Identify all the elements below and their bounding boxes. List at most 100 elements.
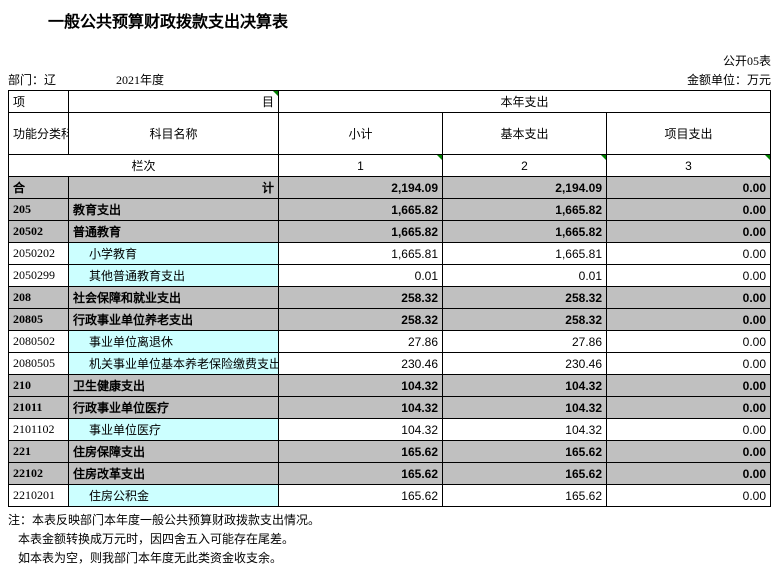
row-subtotal: 258.32 xyxy=(279,309,443,331)
table-row: 2050299其他普通教育支出0.010.010.00 xyxy=(9,265,771,287)
budget-table: 项 目 本年支出 功能分类科目编码 科目名称 小计 基本支出 项目支出 栏次 1… xyxy=(8,90,771,507)
table-row: 210卫生健康支出104.32104.320.00 xyxy=(9,375,771,397)
table-row: 221住房保障支出165.62165.620.00 xyxy=(9,441,771,463)
row-code: 20502 xyxy=(9,221,69,243)
row-subtotal: 104.32 xyxy=(279,375,443,397)
table-row: 22102住房改革支出165.62165.620.00 xyxy=(9,463,771,485)
header-row-3: 栏次 1 2 3 xyxy=(9,155,771,177)
dept-year: 部门：辽 2021年度 xyxy=(8,71,164,88)
table-row: 21011行政事业单位医疗104.32104.320.00 xyxy=(9,397,771,419)
row-code: 20805 xyxy=(9,309,69,331)
row-code: 2210201 xyxy=(9,485,69,507)
row-subtotal: 230.46 xyxy=(279,353,443,375)
row-subtotal: 165.62 xyxy=(279,485,443,507)
row-basic: 230.46 xyxy=(443,353,607,375)
row-subtotal: 1,665.82 xyxy=(279,199,443,221)
year-label: 2021年度 xyxy=(116,73,164,87)
note-2: 本表金额转换成万元时，因四舍五入可能存在尾差。 xyxy=(18,530,771,549)
table-row: 208社会保障和就业支出258.32258.320.00 xyxy=(9,287,771,309)
row-name: 其他普通教育支出 xyxy=(69,265,279,287)
row-project: 0.00 xyxy=(607,199,771,221)
row-project: 0.00 xyxy=(607,265,771,287)
row-name: 住房改革支出 xyxy=(69,463,279,485)
row-code: 2101102 xyxy=(9,419,69,441)
row-code: 22102 xyxy=(9,463,69,485)
total-row: 合 计 2,194.09 2,194.09 0.00 xyxy=(9,177,771,199)
row-basic: 1,665.81 xyxy=(443,243,607,265)
row-subtotal: 1,665.82 xyxy=(279,221,443,243)
row-basic: 0.01 xyxy=(443,265,607,287)
row-subtotal: 258.32 xyxy=(279,287,443,309)
table-body: 合 计 2,194.09 2,194.09 0.00 205教育支出1,665.… xyxy=(9,177,771,507)
row-subtotal: 104.32 xyxy=(279,419,443,441)
row-basic: 258.32 xyxy=(443,287,607,309)
row-project: 0.00 xyxy=(607,463,771,485)
form-code: 公开05表 xyxy=(723,52,771,69)
table-row: 2101102事业单位医疗104.32104.320.00 xyxy=(9,419,771,441)
row-project: 0.00 xyxy=(607,243,771,265)
table-row: 2210201住房公积金165.62165.620.00 xyxy=(9,485,771,507)
row-project: 0.00 xyxy=(607,331,771,353)
table-row: 2080505机关事业单位基本养老保险缴费支出230.46230.460.00 xyxy=(9,353,771,375)
total-right: 计 xyxy=(69,177,279,199)
row-name: 卫生健康支出 xyxy=(69,375,279,397)
row-project: 0.00 xyxy=(607,375,771,397)
row-subtotal: 0.01 xyxy=(279,265,443,287)
row-name: 住房保障支出 xyxy=(69,441,279,463)
row-project: 0.00 xyxy=(607,441,771,463)
row-basic: 165.62 xyxy=(443,463,607,485)
row-code: 210 xyxy=(9,375,69,397)
row-code: 2050202 xyxy=(9,243,69,265)
row-project: 0.00 xyxy=(607,419,771,441)
row-name: 教育支出 xyxy=(69,199,279,221)
row-project: 0.00 xyxy=(607,309,771,331)
row-code: 2080505 xyxy=(9,353,69,375)
table-row: 20502普通教育1,665.821,665.820.00 xyxy=(9,221,771,243)
table-row: 20805行政事业单位养老支出258.32258.320.00 xyxy=(9,309,771,331)
total-project: 0.00 xyxy=(607,177,771,199)
note-1: 注：本表反映部门本年度一般公共预算财政拨款支出情况。 xyxy=(8,511,771,530)
h-subtotal: 小计 xyxy=(279,113,443,155)
h-this-year: 本年支出 xyxy=(279,91,771,113)
total-subtotal: 2,194.09 xyxy=(279,177,443,199)
header-row-2: 功能分类科目编码 科目名称 小计 基本支出 项目支出 xyxy=(9,113,771,155)
row-project: 0.00 xyxy=(607,221,771,243)
table-row: 205教育支出1,665.821,665.820.00 xyxy=(9,199,771,221)
total-left: 合 xyxy=(9,177,69,199)
page-title: 一般公共预算财政拨款支出决算表 xyxy=(48,8,771,32)
row-code: 21011 xyxy=(9,397,69,419)
row-code: 2080502 xyxy=(9,331,69,353)
row-code: 205 xyxy=(9,199,69,221)
row-project: 0.00 xyxy=(607,287,771,309)
row-name: 事业单位医疗 xyxy=(69,419,279,441)
row-basic: 104.32 xyxy=(443,375,607,397)
row-basic: 258.32 xyxy=(443,309,607,331)
row-basic: 165.62 xyxy=(443,441,607,463)
h-col-label: 栏次 xyxy=(9,155,279,177)
row-basic: 104.32 xyxy=(443,397,607,419)
table-row: 2050202小学教育1,665.811,665.810.00 xyxy=(9,243,771,265)
row-basic: 1,665.82 xyxy=(443,199,607,221)
row-project: 0.00 xyxy=(607,353,771,375)
row-subtotal: 27.86 xyxy=(279,331,443,353)
meta-row-2: 部门：辽 2021年度 金额单位：万元 xyxy=(8,71,771,88)
h-subject-name: 科目名称 xyxy=(69,113,279,155)
h-c1: 1 xyxy=(279,155,443,177)
row-project: 0.00 xyxy=(607,397,771,419)
row-code: 2050299 xyxy=(9,265,69,287)
h-c3: 3 xyxy=(607,155,771,177)
row-basic: 165.62 xyxy=(443,485,607,507)
dept-label: 部门：辽 xyxy=(8,73,56,87)
row-basic: 1,665.82 xyxy=(443,221,607,243)
notes: 注：本表反映部门本年度一般公共预算财政拨款支出情况。 本表金额转换成万元时，因四… xyxy=(8,511,771,569)
header-row-1: 项 目 本年支出 xyxy=(9,91,771,113)
row-project: 0.00 xyxy=(607,485,771,507)
row-name: 社会保障和就业支出 xyxy=(69,287,279,309)
row-subtotal: 104.32 xyxy=(279,397,443,419)
row-subtotal: 165.62 xyxy=(279,441,443,463)
h-basic: 基本支出 xyxy=(443,113,607,155)
row-code: 221 xyxy=(9,441,69,463)
h-c2: 2 xyxy=(443,155,607,177)
h-mu: 目 xyxy=(69,91,279,113)
h-func-code: 功能分类科目编码 xyxy=(9,113,69,155)
